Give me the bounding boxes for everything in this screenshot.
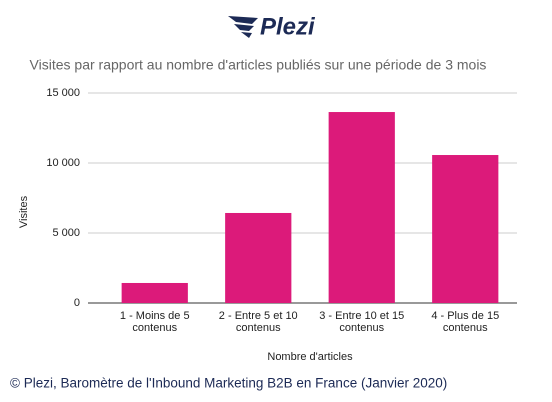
logo-text: Plezi [260,13,316,40]
y-tick-label: 0 [74,297,80,309]
chart-title: Visites par rapport au nombre d'articles… [30,57,487,73]
logo-icon [228,16,258,38]
bar [121,282,188,303]
caption: © Plezi, Baromètre de l'Inbound Marketin… [10,376,447,391]
x-tick-label: 2 - Entre 5 et 10 contenus [218,310,298,334]
y-tick-label: 10 000 [46,157,80,169]
y-tick-label: 15 000 [46,87,80,99]
x-tick-label: 1 - Moins de 5 contenus [119,310,190,334]
x-tick-label: 4 - Plus de 15 contenus [431,310,500,334]
y-tick-label: 5 000 [52,227,80,239]
x-tick-label: 3 - Entre 10 et 15 contenus [319,310,405,334]
x-axis-title: Nombre d'articles [267,351,353,363]
bar [328,112,395,303]
bar [225,212,292,303]
y-axis-title: Visites [18,195,30,228]
bar [432,155,499,303]
